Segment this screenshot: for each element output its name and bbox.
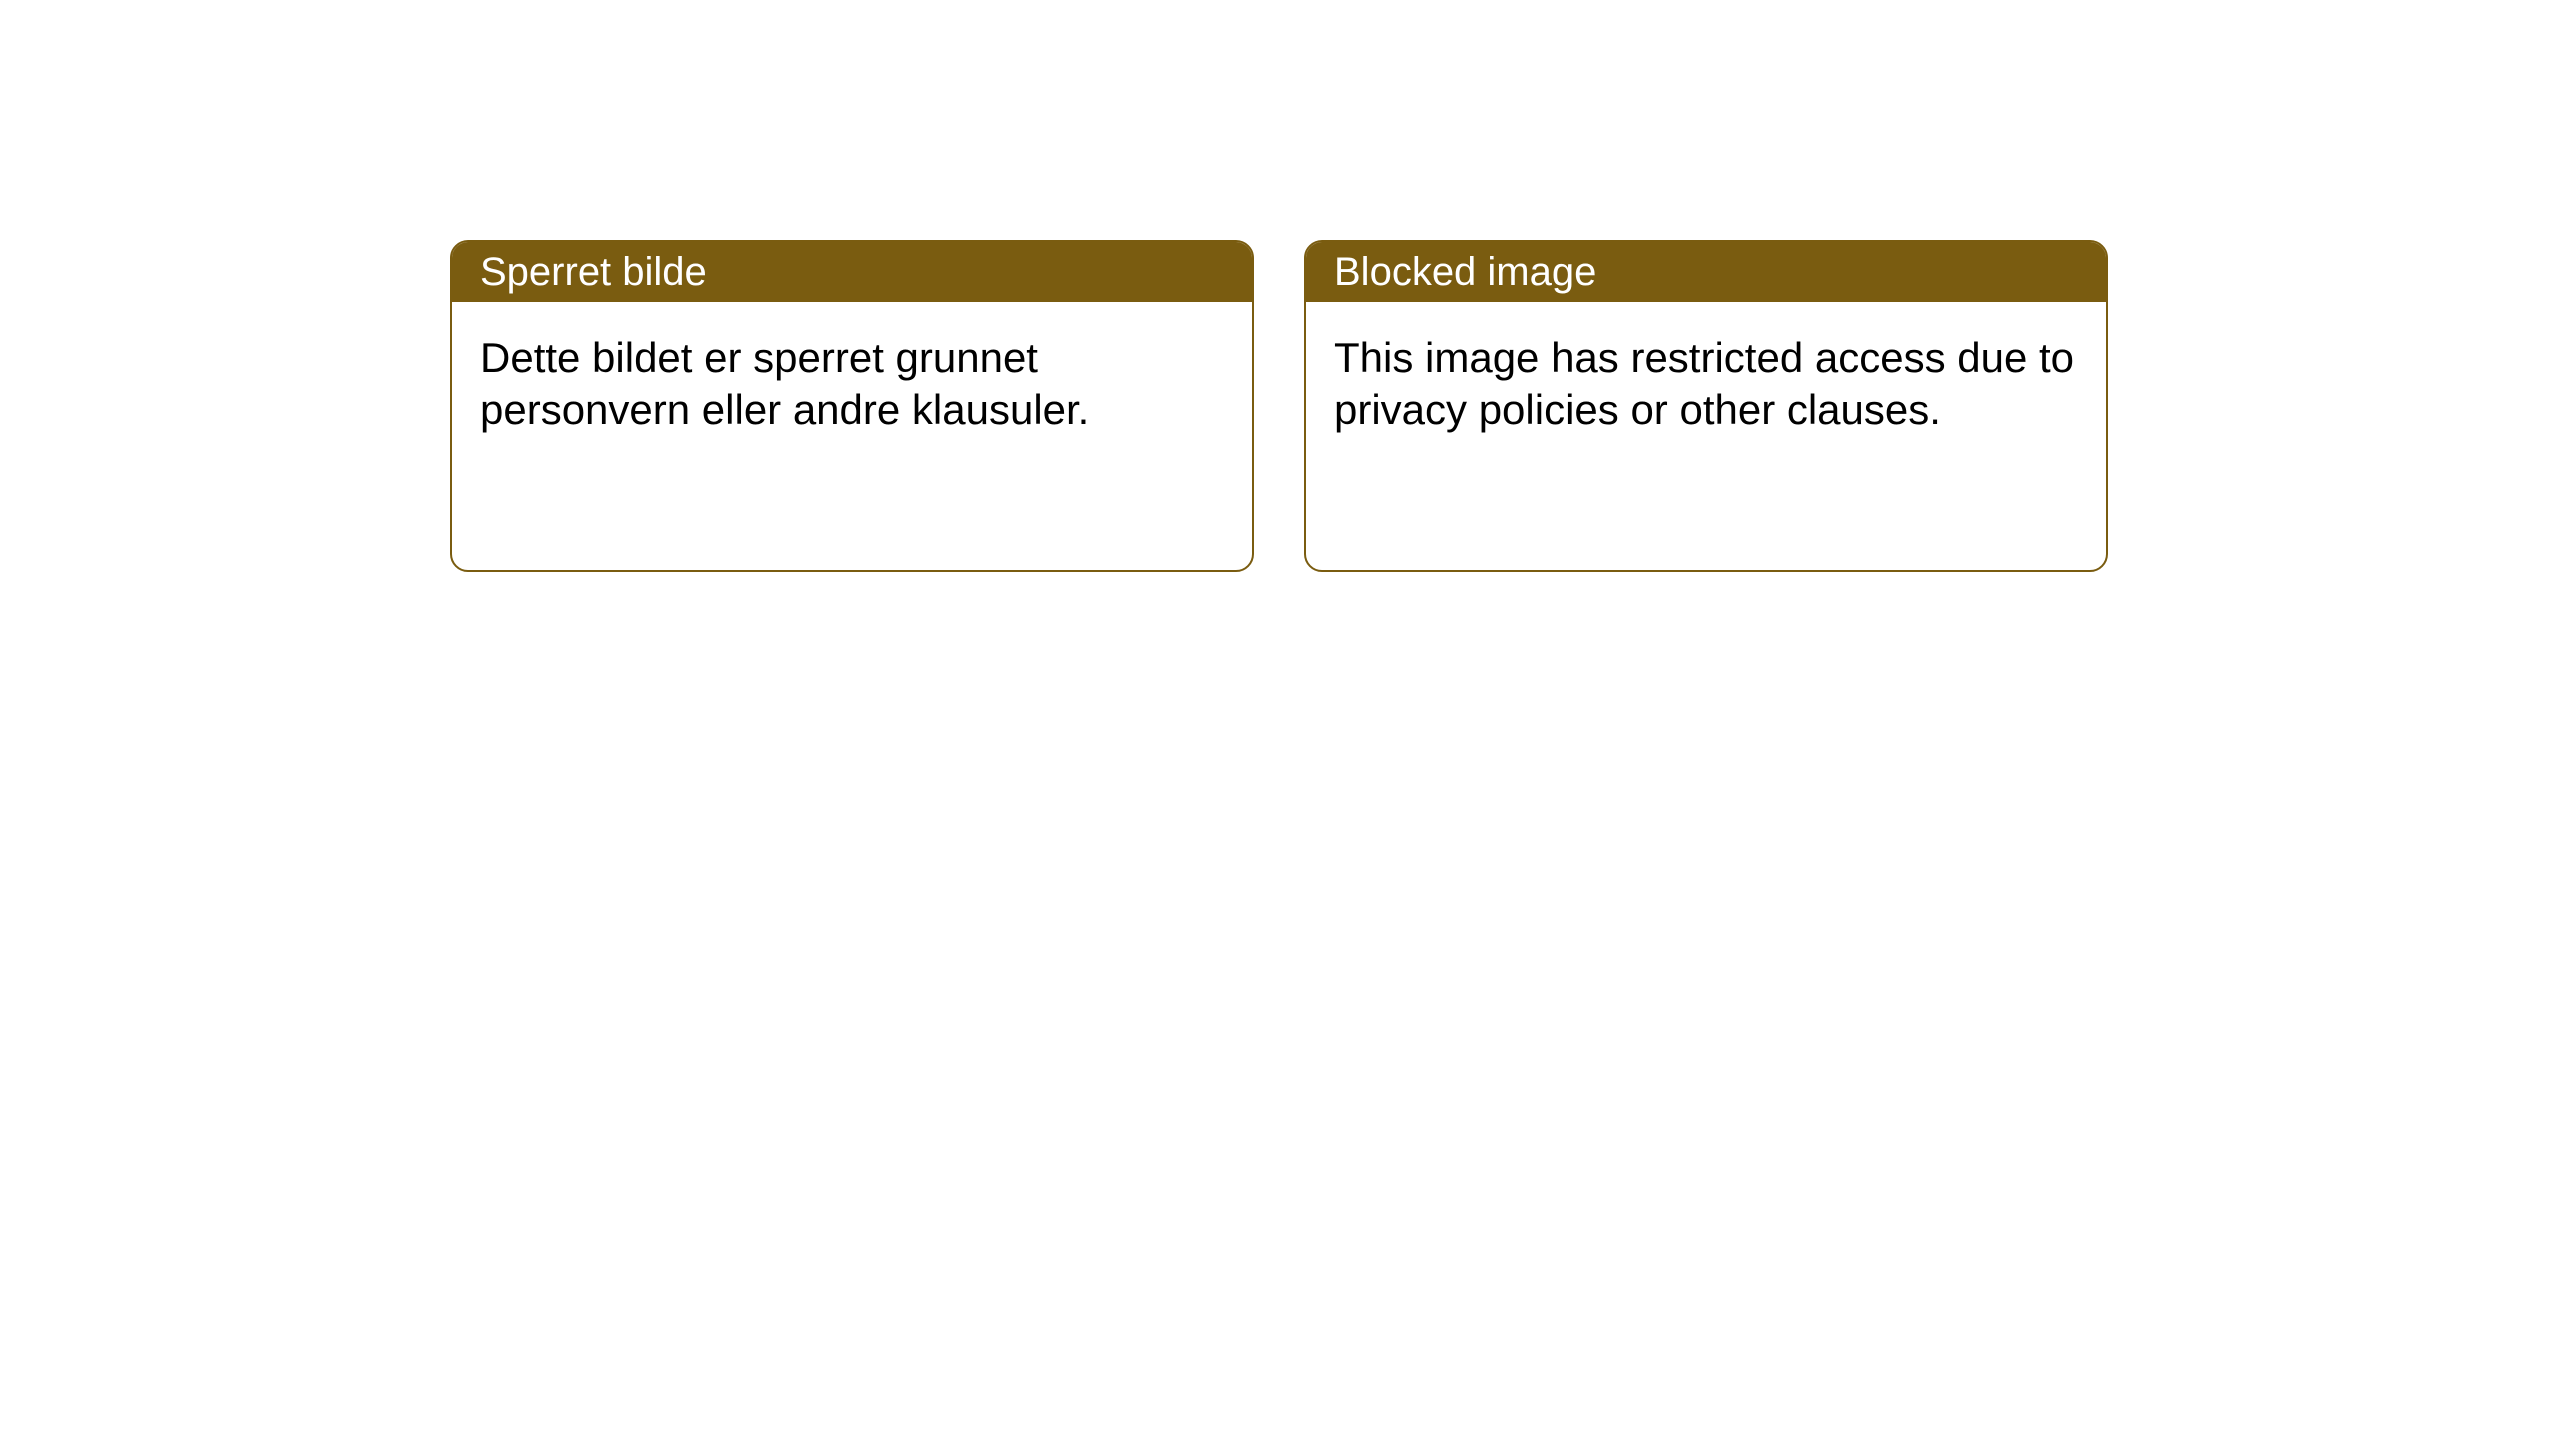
notice-body-text: This image has restricted access due to … (1334, 334, 2074, 433)
notice-header: Sperret bilde (452, 242, 1252, 302)
notice-body: This image has restricted access due to … (1306, 302, 2106, 466)
notice-header: Blocked image (1306, 242, 2106, 302)
notice-body: Dette bildet er sperret grunnet personve… (452, 302, 1252, 466)
notice-box-norwegian: Sperret bilde Dette bildet er sperret gr… (450, 240, 1254, 572)
notice-container: Sperret bilde Dette bildet er sperret gr… (450, 240, 2560, 572)
notice-box-english: Blocked image This image has restricted … (1304, 240, 2108, 572)
notice-title: Blocked image (1334, 250, 1596, 295)
notice-title: Sperret bilde (480, 250, 707, 295)
notice-body-text: Dette bildet er sperret grunnet personve… (480, 334, 1089, 433)
